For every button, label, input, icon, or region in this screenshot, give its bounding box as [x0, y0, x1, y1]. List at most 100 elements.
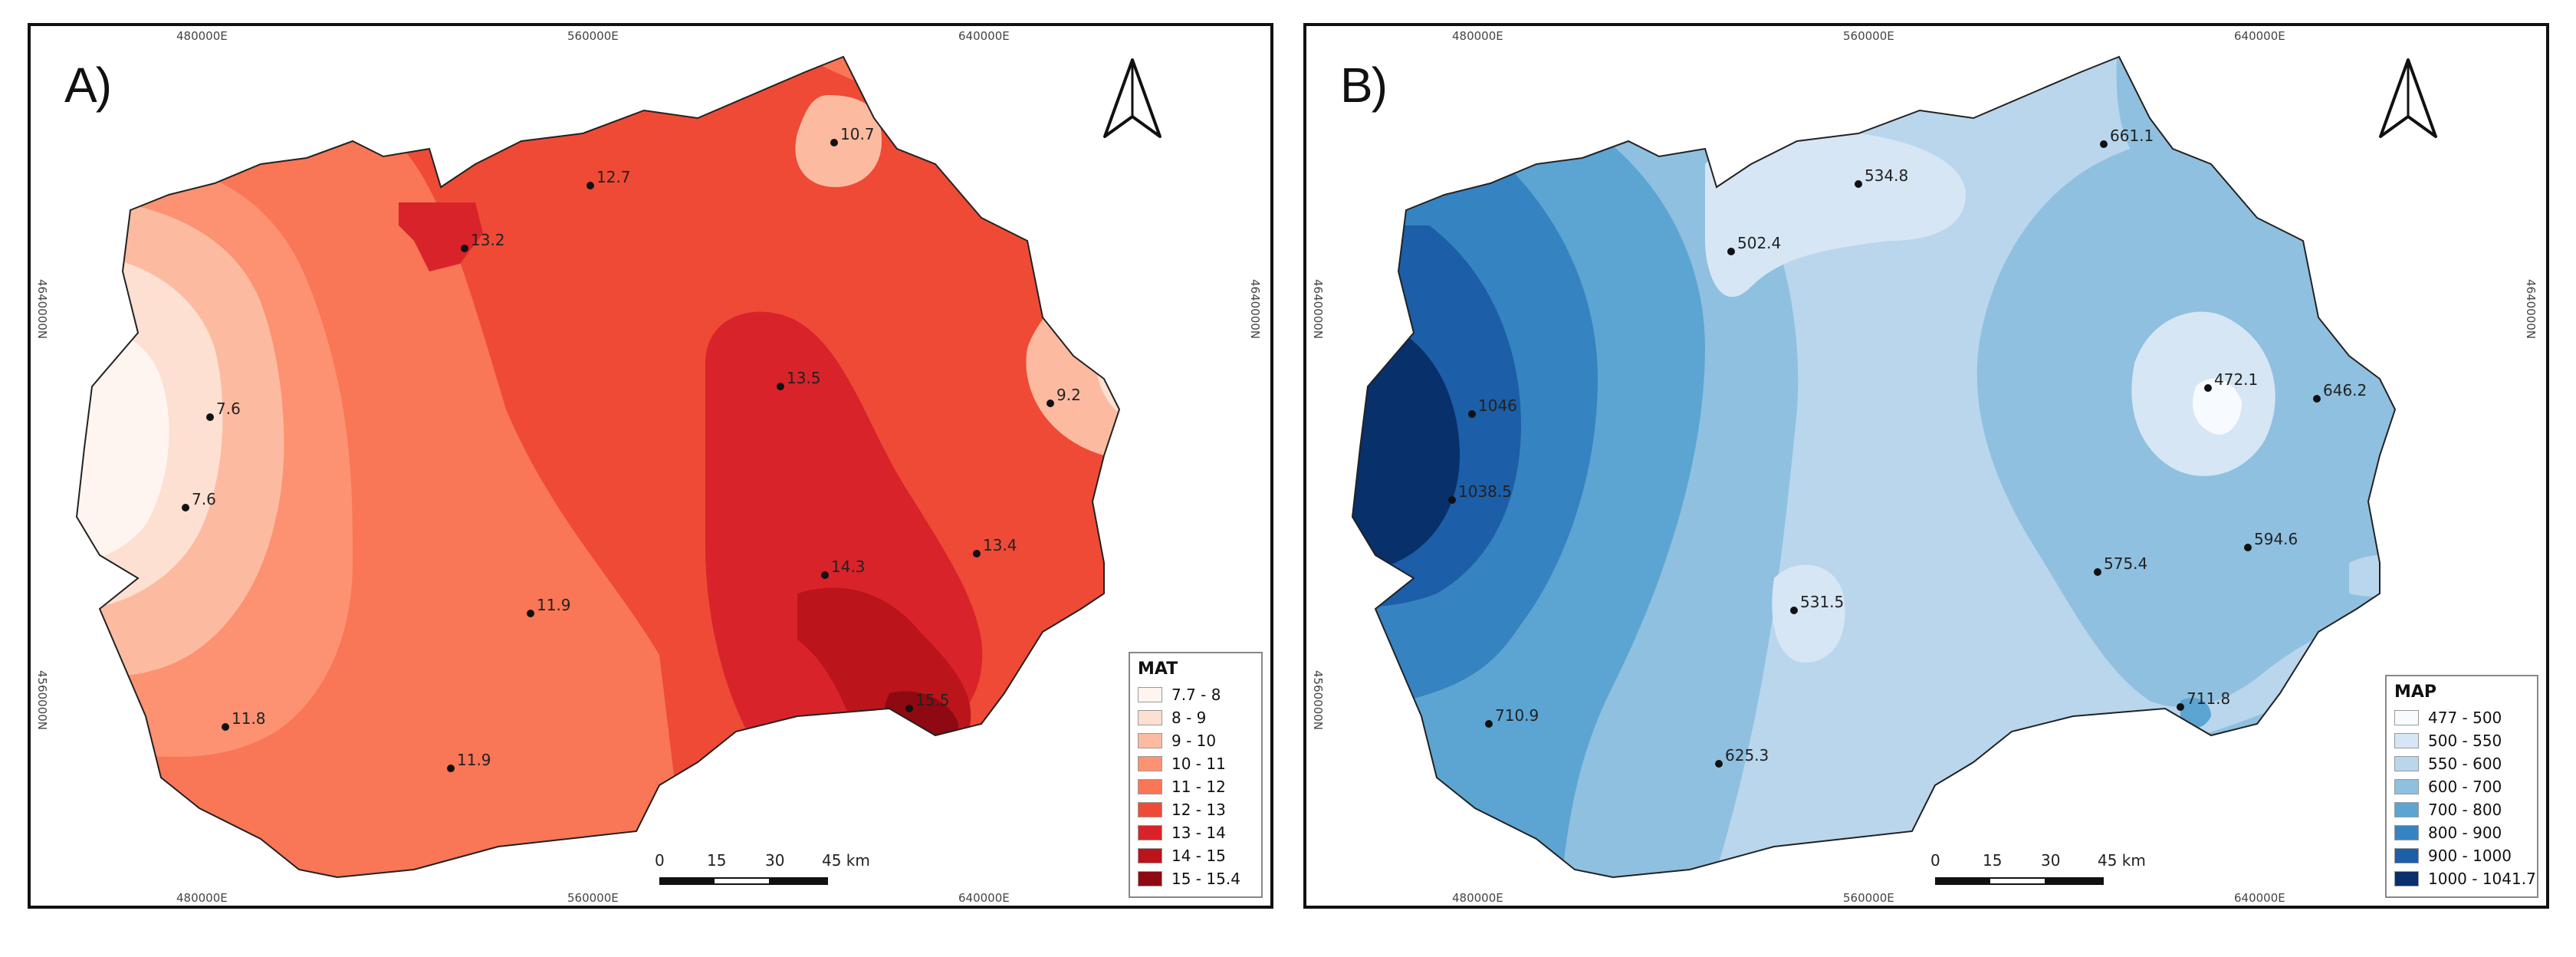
- station-label: 12.7: [596, 168, 631, 186]
- mat-legend: MAT 7.7 - 8 8 - 9 9 - 10 10 - 11 11 - 12…: [1129, 652, 1263, 898]
- station-label: 710.9: [1495, 706, 1539, 725]
- legend-label: 800 - 900: [2428, 824, 2502, 842]
- station-dot: [777, 383, 784, 390]
- legend-row: 13 - 14: [1138, 821, 1254, 844]
- station-label: 711.8: [2187, 689, 2230, 708]
- station-label: 11.9: [537, 596, 571, 614]
- legend-label: 900 - 1000: [2428, 847, 2512, 865]
- coord-side-4560000n: 4560000N: [1311, 670, 1325, 731]
- scale-tick-30: 30: [2041, 851, 2061, 870]
- station-label: 13.4: [983, 536, 1017, 554]
- station-label: 661.1: [2110, 127, 2154, 145]
- legend-label: 11 - 12: [1171, 778, 1226, 796]
- station-dot: [1790, 607, 1798, 614]
- legend-swatch: [1138, 756, 1162, 771]
- station-label: 14.3: [831, 557, 866, 576]
- legend-row: 15 - 15.4: [1138, 867, 1254, 890]
- legend-swatch: [1138, 802, 1162, 817]
- scale-segment: [770, 877, 828, 885]
- scale-tick-30: 30: [765, 851, 785, 870]
- station-label: 534.8: [1865, 166, 1908, 185]
- station-dot: [1715, 760, 1723, 768]
- legend-swatch: [1138, 779, 1162, 794]
- station-dot: [1468, 410, 1476, 418]
- coord-side-4560000n: 4560000N: [35, 670, 49, 731]
- station-dot: [1046, 400, 1054, 407]
- station-label: 11.8: [232, 709, 266, 728]
- legend-row: 1000 - 1041.7: [2394, 867, 2536, 890]
- legend-label: 477 - 500: [2428, 709, 2502, 727]
- coord-bottom-480000e: 480000E: [1452, 891, 1503, 905]
- coord-side-4640000n: 4640000N: [35, 279, 49, 340]
- coord-bottom-640000e: 640000E: [958, 891, 1010, 905]
- panel-label: B): [1340, 58, 1388, 113]
- legend-swatch: [2394, 733, 2419, 748]
- station-dot: [2244, 544, 2252, 551]
- legend-title: MAP: [2394, 682, 2437, 702]
- legend-swatch: [2394, 756, 2419, 771]
- coord-top-480000e: 480000E: [176, 29, 228, 43]
- legend-label: 550 - 600: [2428, 755, 2502, 773]
- legend-row: 800 - 900: [2394, 821, 2529, 844]
- station-label: 7.6: [216, 400, 241, 418]
- coord-bottom-480000e: 480000E: [176, 891, 228, 905]
- coord-side-4640000n: 4640000N: [1311, 279, 1325, 340]
- legend-row: 600 - 700: [2394, 775, 2529, 798]
- scale-bar: 0 15 30 45 km: [655, 851, 882, 905]
- scale-tick-45: 45 km: [2098, 851, 2146, 870]
- legend-row: 700 - 800: [2394, 798, 2529, 821]
- station-dot: [2094, 568, 2101, 576]
- station-dot: [2177, 703, 2184, 711]
- station-dot: [586, 182, 594, 189]
- station-label: 11.9: [457, 751, 491, 769]
- scale-segment: [659, 877, 713, 885]
- station-dot: [1855, 180, 1862, 188]
- scale-tick-0: 0: [1930, 851, 1940, 870]
- station-dot: [206, 413, 214, 421]
- station-dot: [461, 245, 468, 252]
- legend-row: 11 - 12: [1138, 775, 1254, 798]
- panel-label: A): [64, 58, 112, 113]
- map-stations: 661.1 534.8 502.4 472.1 1046 646.2 1038.…: [1448, 127, 2367, 768]
- coord-top-560000e: 560000E: [567, 29, 619, 43]
- legend-row: 10 - 11: [1138, 752, 1254, 775]
- coord-side-right-4640000n: 4640000N: [1248, 279, 1262, 340]
- legend-swatch: [1138, 871, 1162, 886]
- station-label: 10.7: [840, 125, 875, 143]
- station-label: 594.6: [2254, 530, 2298, 548]
- legend-label: 500 - 550: [2428, 732, 2502, 750]
- station-label: 13.5: [787, 369, 821, 387]
- station-dot: [447, 765, 455, 772]
- legend-row: 8 - 9: [1138, 706, 1254, 729]
- legend-label: 12 - 13: [1171, 801, 1226, 819]
- mat-map-svg: 10.7 12.7 13.2 7.6 7.6 13.5 9.2 14.3 13.…: [76, 56, 1120, 878]
- legend-row: 500 - 550: [2394, 729, 2529, 752]
- legend-row: 550 - 600: [2394, 752, 2529, 775]
- legend-label: 600 - 700: [2428, 778, 2502, 796]
- legend-swatch: [1138, 825, 1162, 840]
- coord-top-640000e: 640000E: [2234, 29, 2285, 43]
- legend-swatch: [1138, 733, 1162, 748]
- panel-b-map-map: 661.1 534.8 502.4 472.1 1046 646.2 1038.…: [1303, 23, 2549, 909]
- station-label: 1038.5: [1458, 482, 1512, 501]
- north-arrow-icon: [2379, 58, 2437, 138]
- legend-label: 7.7 - 8: [1171, 686, 1221, 704]
- station-dot: [182, 504, 189, 511]
- legend-swatch: [1138, 710, 1162, 725]
- coord-bottom-640000e: 640000E: [2234, 891, 2285, 905]
- scale-segment: [713, 877, 770, 885]
- scale-bar: 0 15 30 45 km: [1930, 851, 2157, 905]
- legend-swatch: [2394, 825, 2419, 840]
- station-dot: [1727, 248, 1735, 255]
- legend-swatch: [1138, 687, 1162, 702]
- legend-label: 9 - 10: [1171, 732, 1217, 750]
- station-label: 13.2: [471, 231, 505, 249]
- station-label: 15.5: [915, 691, 950, 709]
- station-label: 9.2: [1056, 386, 1081, 404]
- station-dot: [821, 571, 829, 579]
- station-label: 472.1: [2214, 370, 2258, 389]
- legend-swatch: [2394, 710, 2419, 725]
- scale-segment: [1989, 877, 2046, 885]
- station-label: 1046: [1478, 396, 1517, 415]
- scale-tick-45: 45 km: [822, 851, 870, 870]
